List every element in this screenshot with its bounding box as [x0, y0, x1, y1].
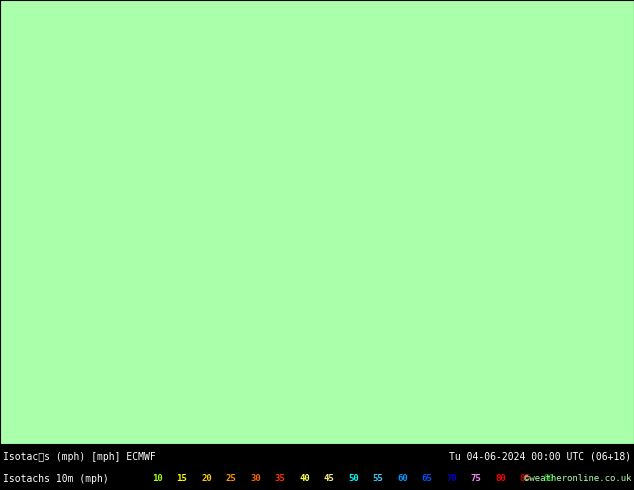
Text: 10: 10	[152, 474, 163, 483]
Text: 60: 60	[397, 474, 408, 483]
Text: 40: 40	[299, 474, 310, 483]
Text: 70: 70	[446, 474, 456, 483]
Text: 55: 55	[373, 474, 383, 483]
Text: Tu 04-06-2024 00:00 UTC (06+18): Tu 04-06-2024 00:00 UTC (06+18)	[449, 452, 631, 462]
Text: 85: 85	[519, 474, 530, 483]
Text: 30: 30	[250, 474, 261, 483]
Text: 25: 25	[226, 474, 236, 483]
Text: 80: 80	[495, 474, 506, 483]
Text: 90: 90	[544, 474, 555, 483]
Text: Isotachs 10m (mph): Isotachs 10m (mph)	[3, 474, 109, 484]
Text: 50: 50	[348, 474, 359, 483]
Text: Isotacᴚs (mph) [mph] ECMWF: Isotacᴚs (mph) [mph] ECMWF	[3, 452, 156, 462]
Text: 20: 20	[201, 474, 212, 483]
Text: 65: 65	[422, 474, 432, 483]
Text: 45: 45	[323, 474, 334, 483]
Text: ©weatheronline.co.uk: ©weatheronline.co.uk	[524, 474, 631, 483]
Text: 75: 75	[470, 474, 481, 483]
Text: 35: 35	[275, 474, 285, 483]
Text: 15: 15	[176, 474, 187, 483]
